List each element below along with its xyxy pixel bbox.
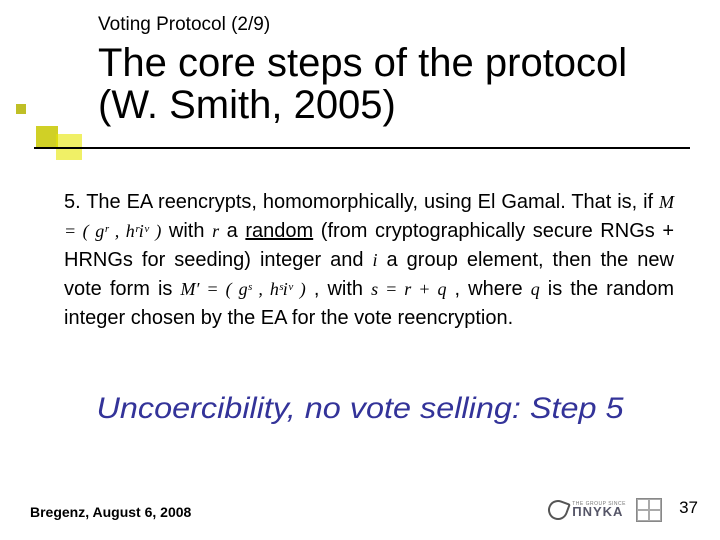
math-var: i bbox=[373, 250, 378, 270]
body-text-fragment: a bbox=[227, 220, 246, 242]
math-formula: M′ = ( gˢ , hˢiᵛ ) bbox=[180, 279, 305, 299]
math-var: r bbox=[212, 221, 219, 241]
footer-logos: THE GROUP SINCE ΠNYKA bbox=[548, 498, 662, 522]
pnyka-icon bbox=[545, 497, 571, 523]
underlined-word: random bbox=[245, 220, 313, 242]
math-formula: s = r + q bbox=[371, 279, 446, 299]
math-var: q bbox=[531, 279, 540, 299]
body-text-fragment: The EA reencrypts, homomorphically, usin… bbox=[86, 191, 659, 213]
page-number: 37 bbox=[679, 498, 698, 518]
title-underline bbox=[34, 147, 690, 149]
logo-main-text: ΠNYKA bbox=[572, 506, 626, 518]
section-label: Voting Protocol (2/9) bbox=[98, 14, 270, 36]
body-text-fragment: with bbox=[169, 220, 212, 242]
body-text: 5. The EA reencrypts, homomorphically, u… bbox=[64, 188, 674, 333]
decorative-square bbox=[16, 104, 26, 114]
title-line-1: The core steps of the protocol bbox=[98, 41, 627, 85]
title-line-2: (W. Smith, 2005) bbox=[98, 83, 396, 127]
body-text-fragment: , where bbox=[455, 278, 531, 300]
sub-headline: Uncoercibility, no vote selling: Step 5 bbox=[0, 392, 720, 426]
decorative-square bbox=[36, 126, 58, 148]
partner-logo bbox=[636, 498, 662, 522]
body-text-fragment: , with bbox=[314, 278, 371, 300]
pnyka-text: THE GROUP SINCE ΠNYKA bbox=[572, 502, 626, 518]
footer-date: Bregenz, August 6, 2008 bbox=[30, 504, 191, 520]
slide-title: The core steps of the protocol (W. Smith… bbox=[98, 42, 627, 126]
pnyka-logo: THE GROUP SINCE ΠNYKA bbox=[548, 500, 626, 520]
bullet-number: 5. bbox=[64, 191, 81, 213]
